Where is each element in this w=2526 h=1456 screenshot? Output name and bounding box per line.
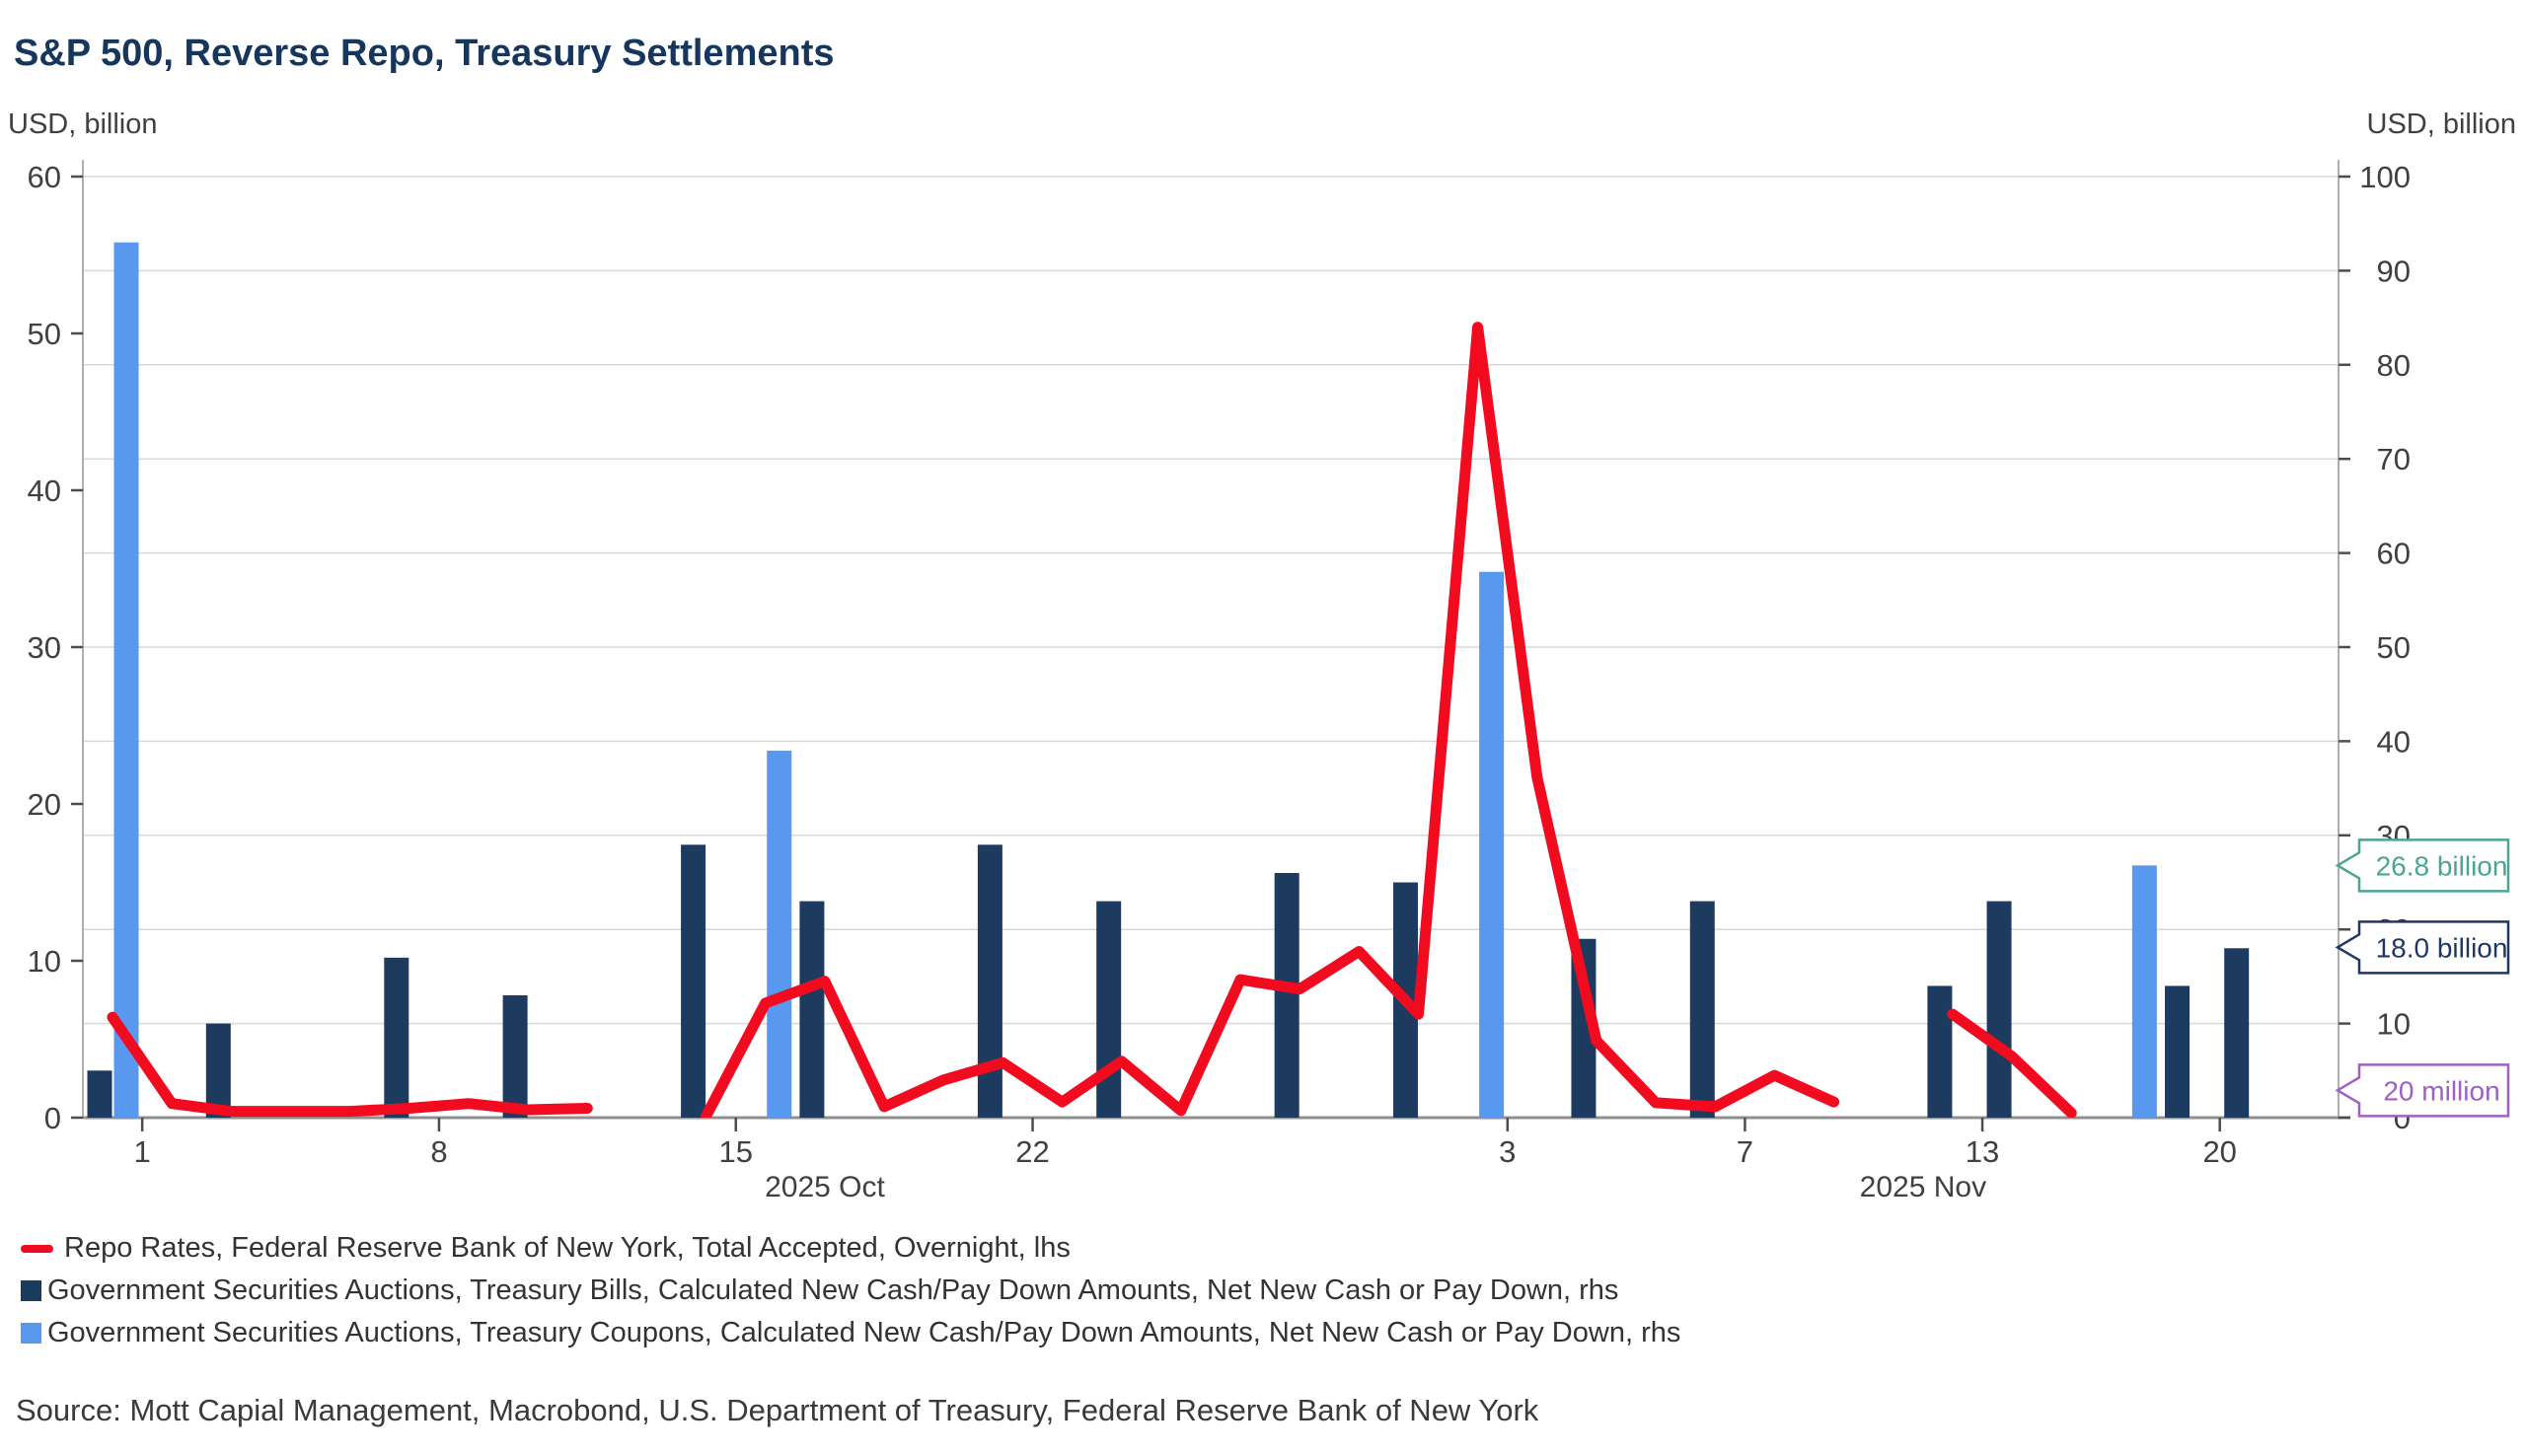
right-axis-ticks: 0102030405060708090100	[2339, 160, 2411, 1135]
legend-bar-swatch-icon	[21, 1323, 41, 1344]
bar-nov-18	[2165, 985, 2191, 1118]
svg-text:3: 3	[1499, 1134, 1516, 1169]
svg-text:20: 20	[28, 787, 61, 822]
legend-item-label: Government Securities Auctions, Treasury…	[47, 1317, 1681, 1348]
svg-text:30: 30	[28, 630, 61, 665]
bar-nov-20	[2224, 948, 2250, 1118]
svg-text:40: 40	[2377, 724, 2411, 759]
svg-text:80: 80	[2377, 348, 2411, 383]
bar-oct-21	[977, 844, 1003, 1118]
bar-nov-13	[1986, 901, 2012, 1118]
bar-oct-2	[205, 1023, 231, 1118]
svg-text:2025 Nov: 2025 Nov	[1860, 1171, 1986, 1203]
bar-sep-30	[87, 1070, 112, 1118]
bar-oct-9	[502, 994, 528, 1118]
bar-oct-14	[681, 844, 706, 1118]
bar-nov-6	[1689, 901, 1715, 1118]
left-axis-ticks: 0 10 20 30 40 50 60	[28, 160, 83, 1135]
svg-text:60: 60	[28, 160, 61, 194]
value-callouts: 26.8 billion 18.0 billion 20 million	[2335, 838, 2510, 1118]
chart-title: S&P 500, Reverse Repo, Treasury Settleme…	[14, 33, 835, 75]
svg-text:60: 60	[2377, 537, 2411, 571]
x-axis-ticks: 1 8 15 22 3 7 13 20 2025 Oct 2025 Nov	[134, 1118, 2237, 1203]
bar-oct-28	[1274, 872, 1300, 1118]
bar-nov-17	[2131, 865, 2157, 1118]
svg-text:0: 0	[44, 1101, 61, 1135]
legend-bar-swatch-icon	[21, 1280, 41, 1301]
bar-oct-7	[384, 957, 409, 1118]
svg-text:7: 7	[1737, 1134, 1753, 1169]
callout-26-8-billion: 26.8 billion	[2335, 838, 2510, 893]
legend-item-label: Repo Rates, Federal Reserve Bank of New …	[64, 1232, 1071, 1264]
svg-text:2025 Oct: 2025 Oct	[765, 1171, 885, 1203]
legend-item-treasury-coupons: Government Securities Auctions, Treasury…	[21, 1312, 1680, 1354]
right-axis-unit-label: USD, billion	[2366, 109, 2517, 140]
svg-text:1: 1	[134, 1134, 151, 1169]
svg-text:90: 90	[2377, 254, 2411, 288]
repo-rates-line	[107, 322, 2077, 1118]
gridlines	[83, 176, 2339, 1025]
bar-oct-31	[1479, 571, 1505, 1118]
legend-item-repo-rates: Repo Rates, Federal Reserve Bank of New …	[21, 1227, 1680, 1270]
svg-text:100: 100	[2359, 160, 2411, 194]
source-note: Source: Mott Capial Management, Macrobon…	[16, 1393, 1539, 1427]
svg-text:70: 70	[2377, 442, 2411, 476]
left-axis-unit-label: USD, billion	[8, 109, 158, 140]
svg-text:18.0 billion: 18.0 billion	[2376, 932, 2508, 963]
svg-text:22: 22	[1015, 1134, 1049, 1169]
legend-line-swatch-icon	[21, 1244, 53, 1253]
svg-text:10: 10	[28, 944, 61, 979]
svg-text:8: 8	[430, 1134, 447, 1169]
bar-sep-30	[113, 242, 139, 1118]
svg-text:10: 10	[2377, 1007, 2411, 1042]
bar-oct-23	[1096, 901, 1122, 1118]
legend-item-treasury-bills: Government Securities Auctions, Treasury…	[21, 1270, 1680, 1312]
treasury-bills-bars	[87, 844, 2250, 1118]
svg-text:13: 13	[1966, 1134, 1999, 1169]
svg-text:20: 20	[2202, 1134, 2236, 1169]
svg-text:15: 15	[718, 1134, 752, 1169]
svg-text:50: 50	[28, 317, 61, 351]
bar-nov-12	[1927, 985, 1953, 1118]
svg-text:40: 40	[28, 473, 61, 508]
legend-item-label: Government Securities Auctions, Treasury…	[47, 1274, 1619, 1306]
svg-text:20 million: 20 million	[2383, 1075, 2499, 1106]
bar-oct-16	[799, 901, 825, 1118]
bar-oct-15	[767, 750, 792, 1118]
axes	[82, 160, 2350, 1120]
svg-text:50: 50	[2377, 630, 2411, 665]
callout-20-million: 20 million	[2335, 1063, 2510, 1118]
legend: Repo Rates, Federal Reserve Bank of New …	[21, 1227, 1680, 1354]
treasury-coupons-bars	[113, 242, 2157, 1118]
svg-text:26.8 billion: 26.8 billion	[2376, 850, 2508, 881]
callout-18-0-billion: 18.0 billion	[2335, 920, 2510, 975]
